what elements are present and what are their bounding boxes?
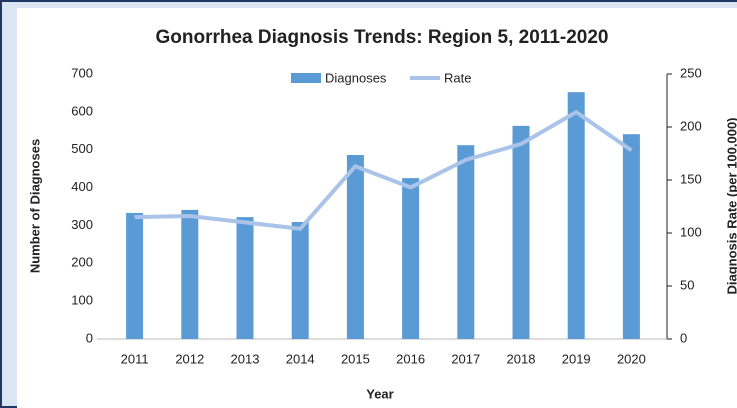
y-tick-label: 0 bbox=[86, 330, 93, 345]
y-tick-label: 200 bbox=[71, 255, 93, 270]
x-tick-label: 2011 bbox=[121, 351, 149, 366]
legend-label: Diagnoses bbox=[325, 70, 387, 85]
y-axis-title: Number of Diagnoses bbox=[27, 139, 42, 273]
bar bbox=[126, 212, 144, 339]
y2-tick-label: 200 bbox=[680, 118, 702, 133]
x-tick-label: 2013 bbox=[231, 351, 260, 366]
bar bbox=[346, 155, 364, 339]
rate-line bbox=[134, 110, 633, 231]
y-tick-label: 300 bbox=[71, 217, 93, 232]
x-tick-label: 2018 bbox=[507, 351, 536, 366]
y2-axis-title: Diagnosis Rate (per 100,000) bbox=[724, 117, 737, 294]
y2-tick-label: 100 bbox=[680, 224, 702, 239]
x-tick-label: 2020 bbox=[617, 351, 646, 366]
bar bbox=[567, 92, 585, 340]
bar bbox=[512, 125, 530, 339]
bar bbox=[236, 217, 254, 339]
chart-title: Gonorrhea Diagnosis Trends: Region 5, 20… bbox=[156, 27, 609, 48]
y2-tick-label: 0 bbox=[680, 330, 687, 345]
y-tick-label: 500 bbox=[71, 141, 93, 156]
x-tick-label: 2012 bbox=[175, 351, 204, 366]
x-tick-label: 2019 bbox=[562, 351, 591, 366]
x-tick-label: 2015 bbox=[341, 351, 370, 366]
legend-swatch bbox=[291, 73, 321, 83]
chart-area bbox=[17, 8, 737, 408]
bar bbox=[622, 134, 640, 339]
x-tick-label: 2016 bbox=[396, 351, 425, 366]
y-tick-label: 400 bbox=[71, 179, 93, 194]
bar bbox=[291, 222, 309, 339]
bar bbox=[402, 178, 420, 339]
bar bbox=[181, 209, 199, 339]
legend-label: Rate bbox=[444, 70, 471, 85]
x-tick-label: 2014 bbox=[286, 351, 315, 366]
y2-tick-label: 150 bbox=[680, 171, 702, 186]
y2-tick-label: 50 bbox=[680, 277, 694, 292]
bar bbox=[457, 145, 475, 339]
x-tick-label: 2017 bbox=[451, 351, 480, 366]
x-axis-title: Year bbox=[366, 386, 393, 401]
y-tick-label: 700 bbox=[71, 65, 93, 80]
y-tick-label: 600 bbox=[71, 103, 93, 118]
y2-tick-label: 250 bbox=[680, 65, 702, 80]
y-tick-label: 100 bbox=[71, 293, 93, 308]
